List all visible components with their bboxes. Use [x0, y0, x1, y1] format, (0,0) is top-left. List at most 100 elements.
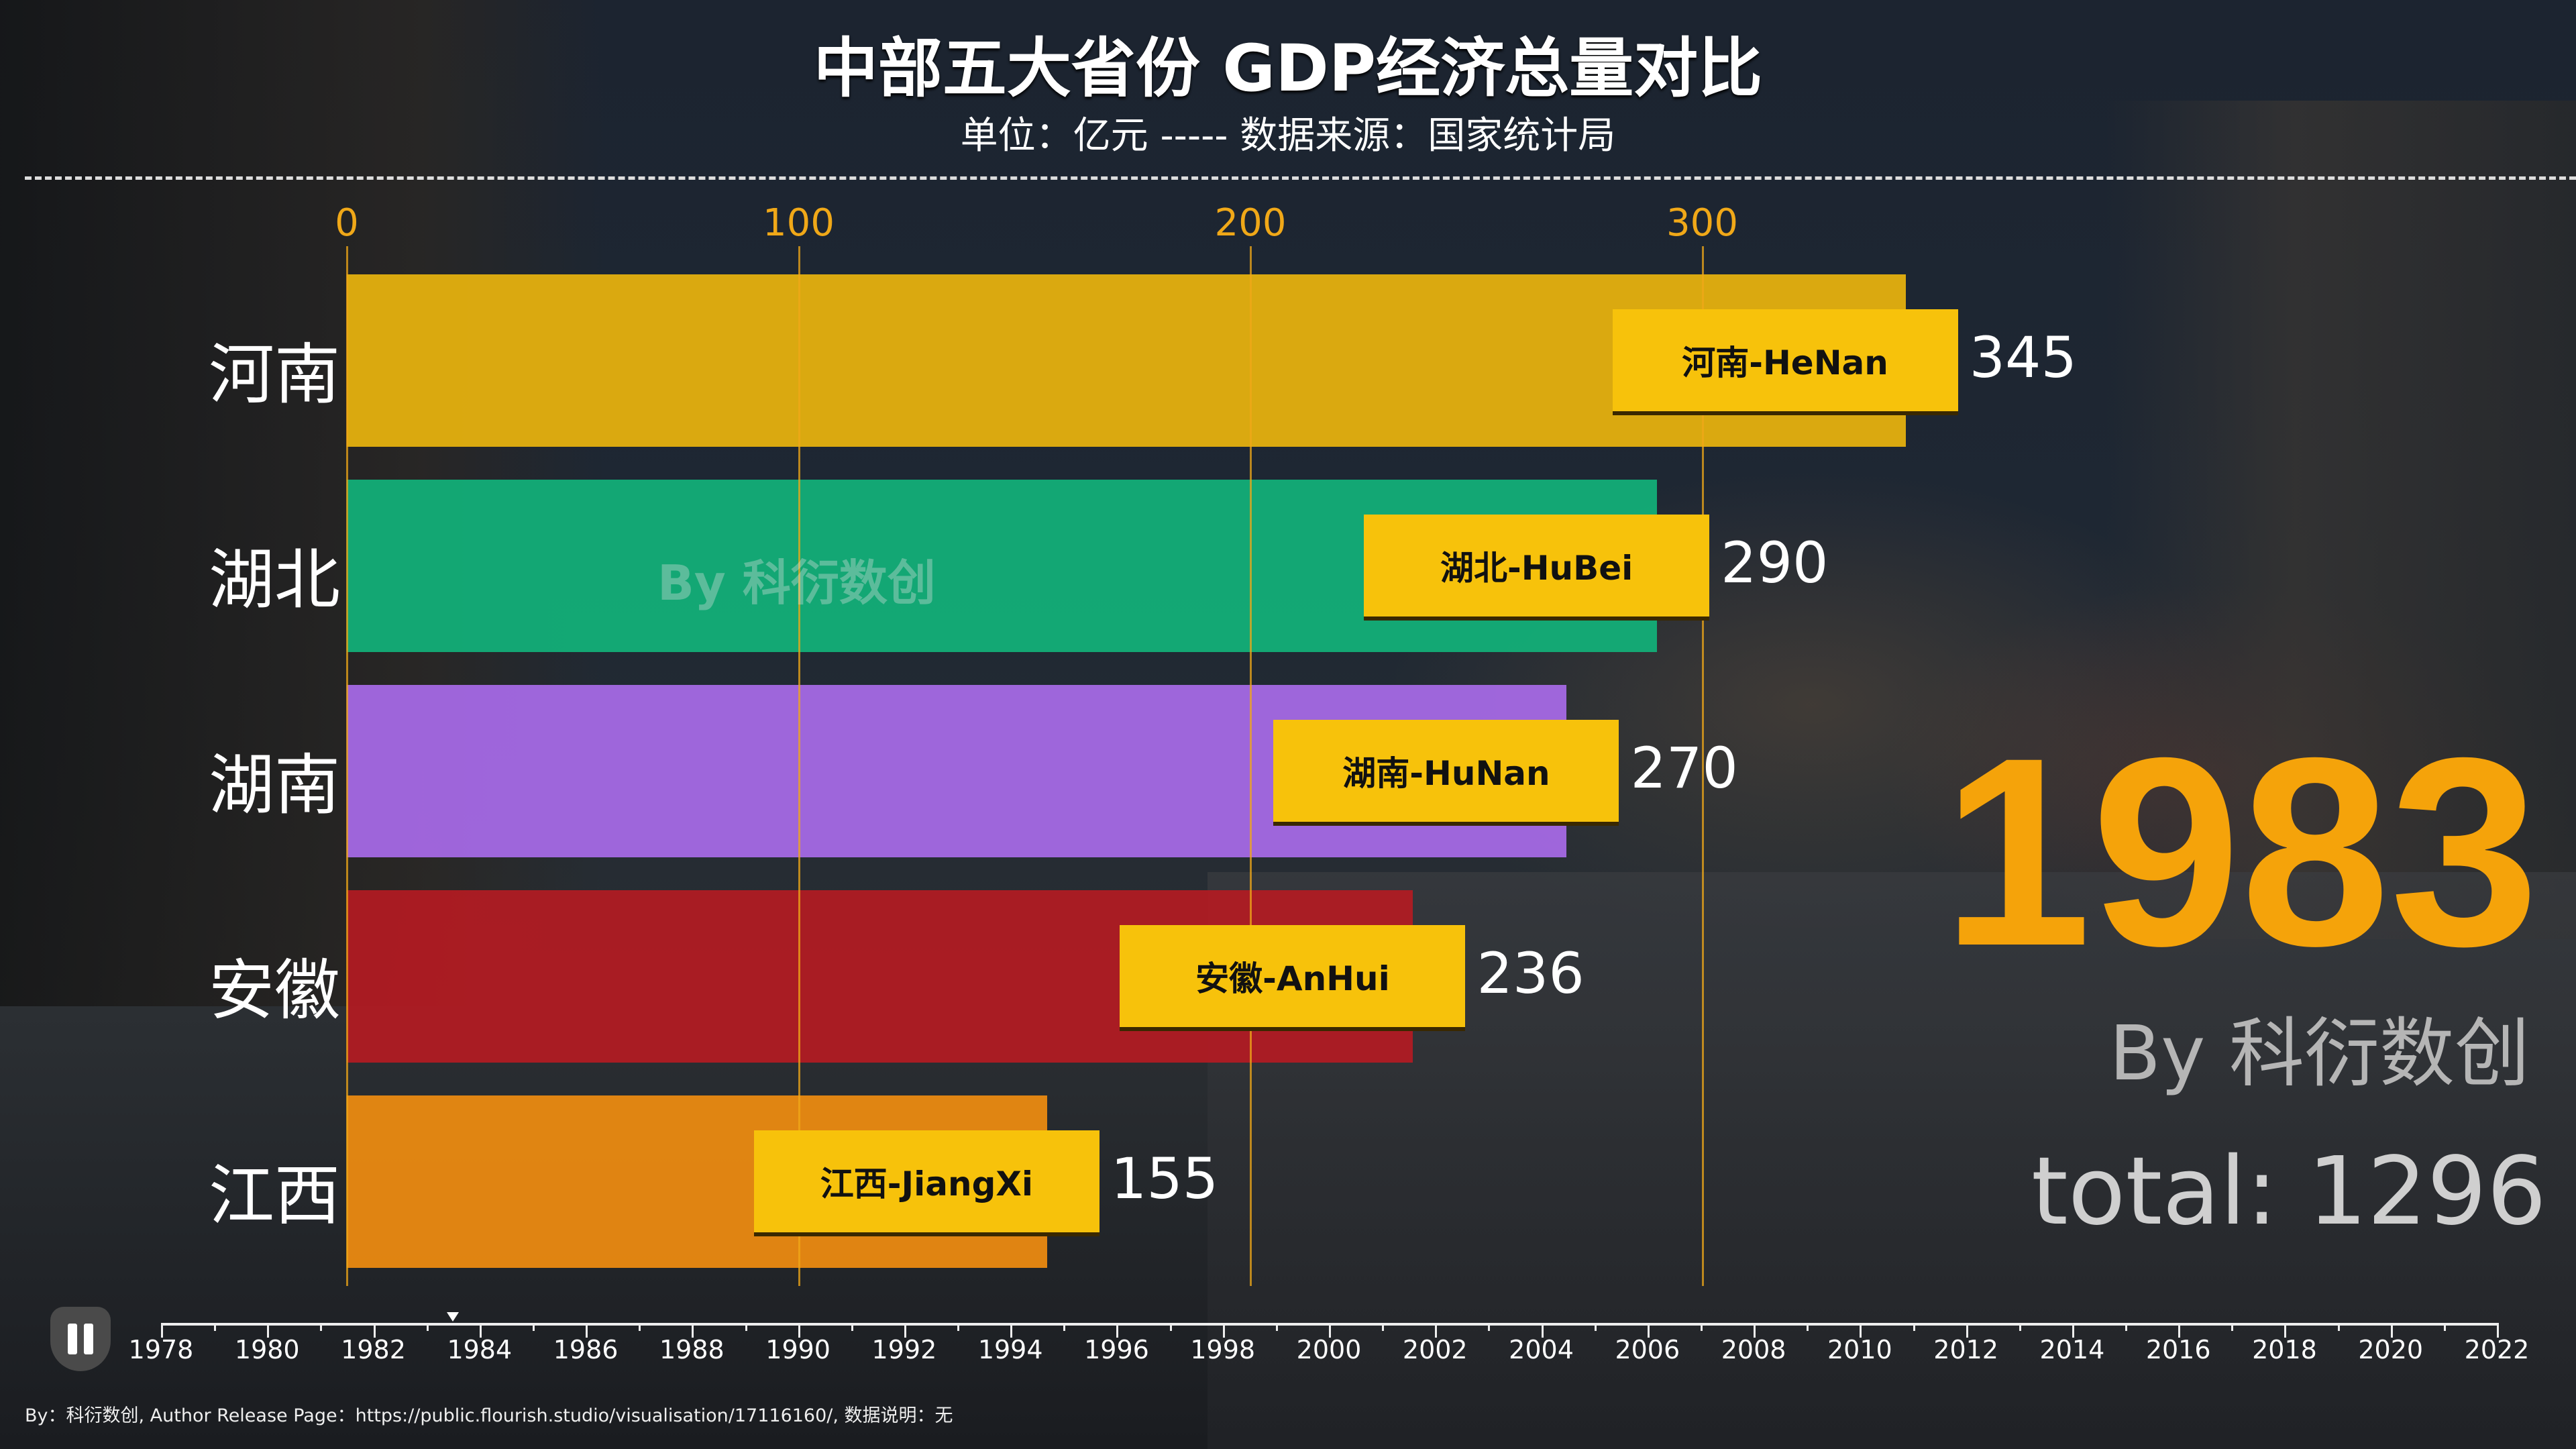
timeline-year-label[interactable]: 1990 — [765, 1335, 830, 1364]
timeline-year-label[interactable]: 2020 — [2358, 1335, 2424, 1364]
timeline-tick — [426, 1323, 429, 1331]
timeline-tick — [2390, 1323, 2393, 1338]
x-tick-label: 200 — [1214, 201, 1287, 245]
timeline-tick — [957, 1323, 960, 1331]
gridline — [1250, 246, 1252, 1286]
category-label: 河南 — [208, 337, 340, 413]
value-label: 270 — [1630, 735, 1738, 801]
timeline-tick — [2178, 1323, 2181, 1338]
category-label: 湖北 — [208, 542, 340, 619]
timeline-year-label[interactable]: 1986 — [553, 1335, 619, 1364]
timeline-tick — [1222, 1323, 1225, 1338]
bar-label: 湖北-HuBei — [1364, 515, 1710, 616]
timeline-tick — [1382, 1323, 1385, 1331]
timeline-tick — [1010, 1323, 1013, 1338]
timeline-tick — [1063, 1323, 1066, 1331]
pause-icon — [68, 1324, 77, 1354]
timeline-tick — [1647, 1323, 1650, 1338]
timeline-tick — [1700, 1323, 1703, 1331]
pause-button[interactable] — [50, 1307, 111, 1371]
timeline-year-label[interactable]: 2008 — [1721, 1335, 1786, 1364]
timeline-year-label[interactable]: 2000 — [1296, 1335, 1362, 1364]
chart-title: 中部五大省份 GDP经济总量对比 — [813, 31, 1763, 106]
timeline-tick — [1488, 1323, 1491, 1331]
timeline-tick — [2497, 1323, 2499, 1338]
timeline-year-label[interactable]: 1998 — [1190, 1335, 1256, 1364]
timeline-year-label[interactable]: 1996 — [1084, 1335, 1149, 1364]
timeline-tick — [1913, 1323, 1915, 1331]
timeline-tick — [904, 1323, 906, 1338]
timeline-year-label[interactable]: 1982 — [341, 1335, 406, 1364]
bar-label: 安徽-AnHui — [1120, 925, 1466, 1027]
watermark: By 科衍数创 — [657, 555, 936, 611]
value-label: 290 — [1721, 530, 1829, 596]
value-label: 345 — [1969, 325, 2077, 390]
timeline-tick — [2443, 1323, 2446, 1331]
timeline-year-label[interactable]: 1984 — [447, 1335, 513, 1364]
timeline-tick — [851, 1323, 853, 1331]
timeline-tick — [692, 1323, 694, 1338]
gridline — [346, 246, 348, 1286]
timeline-tick — [161, 1323, 163, 1338]
gridline — [798, 246, 800, 1286]
timeline-tick — [639, 1323, 641, 1331]
value-label: 236 — [1477, 941, 1585, 1006]
timeline-tick — [267, 1323, 270, 1338]
x-tick-label: 100 — [763, 201, 835, 245]
timeline-tick — [1169, 1323, 1172, 1331]
timeline-tick — [2072, 1323, 2074, 1338]
timeline-year-label[interactable]: 2004 — [1509, 1335, 1574, 1364]
timeline-tick — [214, 1323, 217, 1331]
footer-credit: By：科衍数创, Author Release Page：https://pub… — [25, 1405, 953, 1426]
timeline-year-label[interactable]: 1978 — [128, 1335, 194, 1364]
value-label: 155 — [1110, 1146, 1219, 1212]
timeline-tick — [479, 1323, 482, 1338]
timeline-tick — [320, 1323, 323, 1331]
timeline-tick — [532, 1323, 535, 1331]
timeline-tick — [798, 1323, 800, 1338]
byline: By 科衍数创 — [2109, 1010, 2530, 1097]
timeline-tick — [1329, 1323, 1331, 1338]
timeline-tick — [2284, 1323, 2287, 1338]
timeline-year-label[interactable]: 2002 — [1402, 1335, 1468, 1364]
x-tick-label: 300 — [1666, 201, 1738, 245]
timeline-year-label[interactable]: 1992 — [871, 1335, 937, 1364]
bar-label: 河南-HeNan — [1612, 309, 1958, 411]
category-label: 江西 — [208, 1158, 340, 1234]
timeline-year-label[interactable]: 2006 — [1615, 1335, 1680, 1364]
timeline-year-label[interactable]: 1988 — [659, 1335, 724, 1364]
timeline-tick — [1754, 1323, 1756, 1338]
timeline-marker[interactable] — [447, 1312, 460, 1322]
timeline-year-label[interactable]: 2014 — [2039, 1335, 2105, 1364]
bar-label: 湖南-HuNan — [1273, 720, 1619, 822]
timeline-tick — [1435, 1323, 1438, 1338]
category-label: 湖南 — [208, 747, 340, 824]
timeline-year-label[interactable]: 2016 — [2145, 1335, 2211, 1364]
divider — [25, 176, 2576, 180]
timeline-tick — [1116, 1323, 1119, 1338]
timeline-tick — [1541, 1323, 1544, 1338]
timeline-tick — [1807, 1323, 1809, 1331]
timeline-year-label[interactable]: 1994 — [977, 1335, 1043, 1364]
timeline-year-label[interactable]: 1980 — [234, 1335, 300, 1364]
timeline-tick — [373, 1323, 376, 1338]
timeline-tick — [1966, 1323, 1968, 1338]
timeline-tick — [1275, 1323, 1278, 1331]
timeline-tick — [745, 1323, 747, 1331]
timeline-tick — [2125, 1323, 2128, 1331]
gridline — [1701, 246, 1704, 1286]
x-tick-label: 0 — [335, 201, 359, 245]
timeline-tick — [586, 1323, 588, 1338]
background-buildings-right — [2106, 101, 2576, 939]
timeline-year-label[interactable]: 2022 — [2464, 1335, 2530, 1364]
timeline-tick — [2231, 1323, 2234, 1331]
timeline-year-label[interactable]: 2018 — [2252, 1335, 2317, 1364]
total-value: total: 1296 — [2031, 1137, 2546, 1246]
pause-icon — [84, 1324, 93, 1354]
timeline-year-label[interactable]: 2012 — [1933, 1335, 1998, 1364]
timeline-year-label[interactable]: 2010 — [1827, 1335, 1892, 1364]
chart-subtitle: 单位：亿元 ----- 数据来源：国家统计局 — [960, 114, 1616, 158]
bar-label: 江西-JiangXi — [753, 1130, 1099, 1232]
timeline-tick — [2019, 1323, 2021, 1331]
current-year: 1983 — [1942, 702, 2539, 1002]
